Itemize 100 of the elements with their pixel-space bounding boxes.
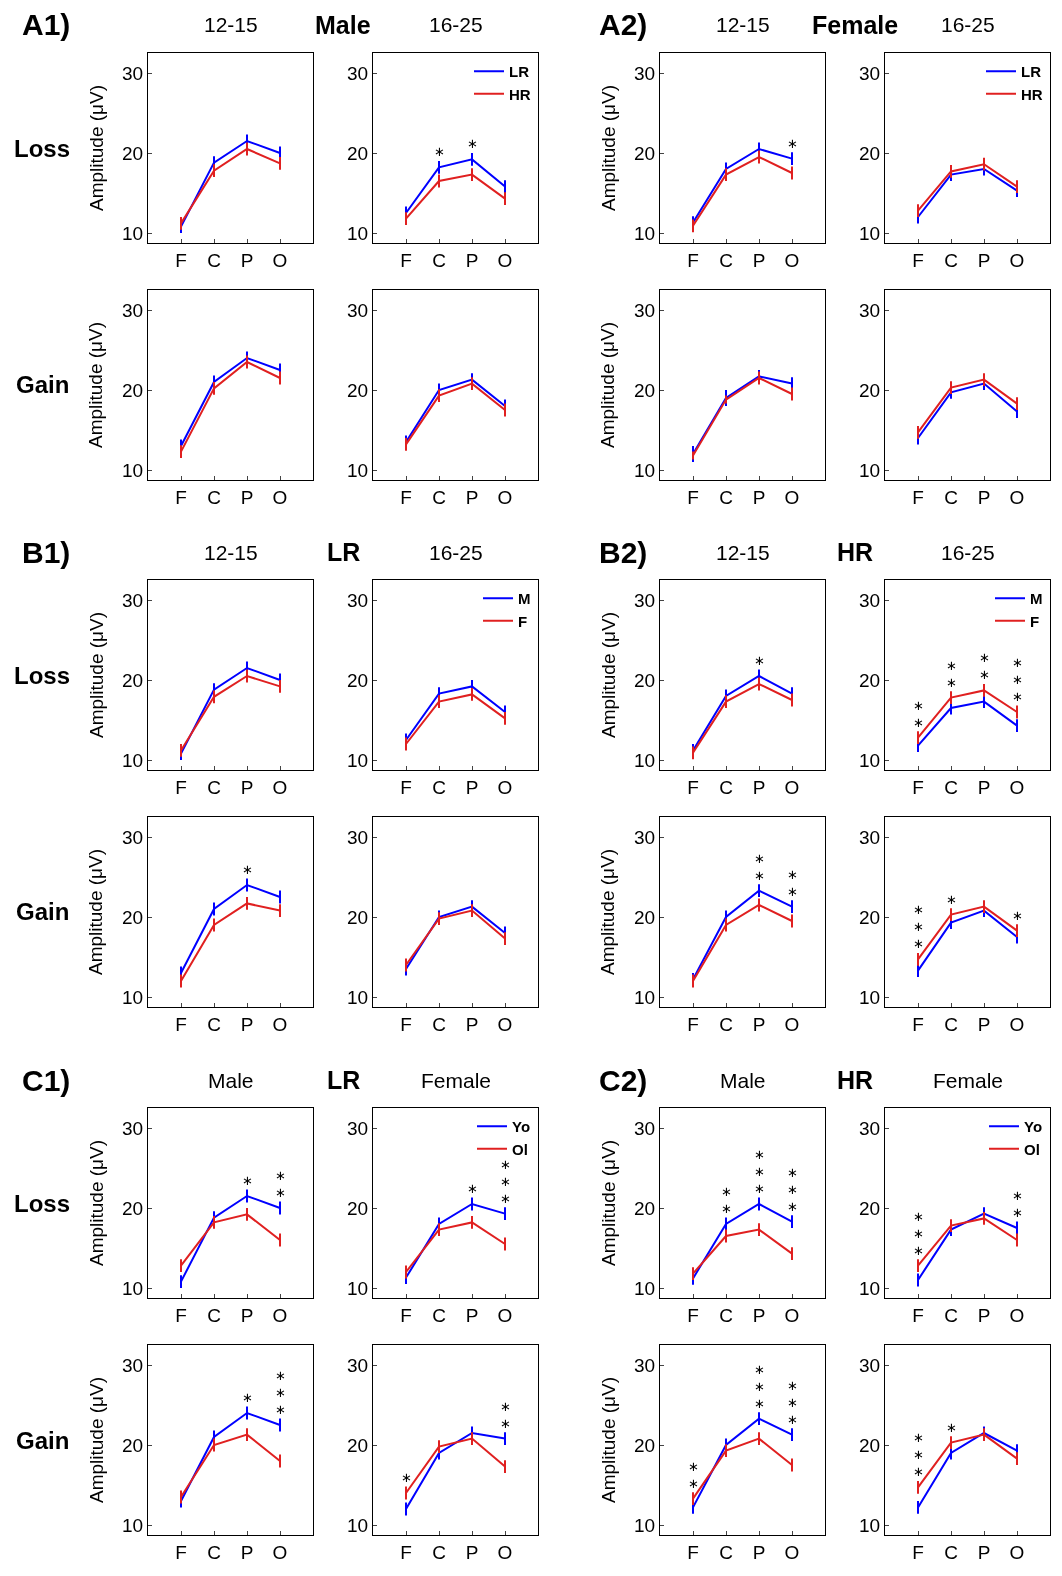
line-series <box>917 168 1018 218</box>
y-tick-label: 20 <box>347 906 369 928</box>
chart-title: Female <box>421 1069 492 1092</box>
y-tick-label: 30 <box>859 589 881 611</box>
chart-title: 16-25 <box>941 541 995 564</box>
y-axis-title: Amplitude (μV) <box>85 848 106 975</box>
y-tick-label: 10 <box>347 222 369 244</box>
text: B1) <box>22 536 71 569</box>
y-tick-label: 10 <box>859 222 881 244</box>
y-tick-label: 20 <box>634 906 656 928</box>
annotation: ∗ <box>467 136 478 151</box>
x-tick-label: P <box>752 1541 766 1563</box>
x-tick-label: F <box>912 1304 924 1326</box>
legend-label: LR <box>509 63 530 81</box>
y-tick-label: 10 <box>634 749 656 771</box>
annotation: ∗ <box>946 892 957 907</box>
x-tick-label: C <box>432 776 446 798</box>
x-tick-label: F <box>175 249 187 271</box>
legend-label: Ol <box>1024 1140 1040 1158</box>
x-tick-label: C <box>944 776 958 798</box>
y-tick-label: 30 <box>122 62 144 84</box>
text: Loss <box>14 135 71 162</box>
annotation: ∗ ∗ <box>1012 1188 1023 1220</box>
y-tick-label: 30 <box>634 299 656 321</box>
x-tick-label: C <box>944 486 958 508</box>
x-tick-label: O <box>784 1541 800 1563</box>
x-tick-label: C <box>432 1013 446 1035</box>
y-tick-label: 20 <box>347 1197 369 1219</box>
y-axis-title: Amplitude (μV) <box>85 321 106 448</box>
chart-title: 16-25 <box>941 13 995 36</box>
y-tick-label: 20 <box>634 1197 656 1219</box>
x-tick-label: O <box>784 776 800 798</box>
y-tick-label: 30 <box>634 1117 656 1139</box>
y-tick-label: 10 <box>859 459 881 481</box>
annotation: ∗ <box>242 1173 253 1188</box>
x-tick-label: C <box>207 1304 221 1326</box>
y-tick-label: 10 <box>634 222 656 244</box>
y-tick-label: 30 <box>347 62 369 84</box>
y-axis-title: Amplitude (μV) <box>86 1139 107 1266</box>
y-tick-label: 10 <box>634 1277 656 1299</box>
x-tick-label: P <box>752 776 766 798</box>
x-tick-label: O <box>497 1541 513 1563</box>
y-tick-label: 20 <box>347 1434 369 1456</box>
x-tick-label: C <box>207 1541 221 1563</box>
y-tick-label: 30 <box>347 589 369 611</box>
legend-label: LR <box>1021 63 1042 81</box>
annotation: ∗ ∗ <box>688 1459 699 1491</box>
text: Gain <box>16 371 70 398</box>
x-tick-label: O <box>272 249 288 271</box>
x-tick-label: F <box>400 776 412 798</box>
y-tick-label: 20 <box>634 379 656 401</box>
text: B2) <box>599 536 648 569</box>
x-tick-label: F <box>687 486 699 508</box>
x-tick-label: C <box>432 1304 446 1326</box>
y-tick-label: 10 <box>634 986 656 1008</box>
chart-title: 12-15 <box>716 541 770 564</box>
annotation: ∗ ∗ ∗ <box>913 1430 924 1479</box>
x-tick-label: F <box>400 1541 412 1563</box>
y-axis-title: Amplitude (μV) <box>597 321 618 448</box>
x-tick-label: P <box>977 486 991 508</box>
x-tick-label: O <box>784 249 800 271</box>
x-tick-label: P <box>465 249 479 271</box>
y-tick-label: 30 <box>122 826 144 848</box>
y-tick-label: 10 <box>347 749 369 771</box>
x-tick-label: F <box>687 776 699 798</box>
chart-title: 16-25 <box>429 13 483 36</box>
x-tick-label: F <box>400 1013 412 1035</box>
text: Loss <box>14 662 71 689</box>
y-tick-label: 20 <box>859 1434 881 1456</box>
y-tick-label: 20 <box>634 669 656 691</box>
x-tick-label: O <box>497 486 513 508</box>
y-tick-label: 30 <box>634 826 656 848</box>
text: Gain <box>16 898 70 925</box>
y-tick-label: 30 <box>634 589 656 611</box>
x-tick-label: P <box>752 1304 766 1326</box>
x-tick-label: O <box>272 486 288 508</box>
annotation: ∗ <box>754 653 765 668</box>
y-tick-label: 30 <box>859 62 881 84</box>
x-tick-label: O <box>272 1304 288 1326</box>
x-tick-label: O <box>497 776 513 798</box>
text: Male <box>315 11 371 39</box>
x-tick-label: F <box>687 1013 699 1035</box>
y-tick-label: 10 <box>859 749 881 771</box>
y-tick-label: 10 <box>347 986 369 1008</box>
chart-title: 12-15 <box>204 541 258 564</box>
x-tick-label: O <box>497 1013 513 1035</box>
annotation: ∗ <box>242 1390 253 1405</box>
y-tick-label: 20 <box>122 1197 144 1219</box>
text: C1) <box>22 1064 71 1097</box>
annotation: ∗ ∗ ∗ <box>1012 655 1023 704</box>
annotation: ∗ ∗ <box>913 698 924 730</box>
x-tick-label: F <box>912 776 924 798</box>
y-axis-title: Amplitude (μV) <box>598 84 619 211</box>
x-tick-label: C <box>207 1013 221 1035</box>
annotation: ∗ ∗ <box>721 1184 732 1216</box>
legend-label: Ol <box>512 1140 528 1158</box>
text: HR <box>837 538 874 566</box>
legend-label: HR <box>1021 85 1043 103</box>
x-tick-label: F <box>175 1013 187 1035</box>
x-tick-label: C <box>944 1541 958 1563</box>
